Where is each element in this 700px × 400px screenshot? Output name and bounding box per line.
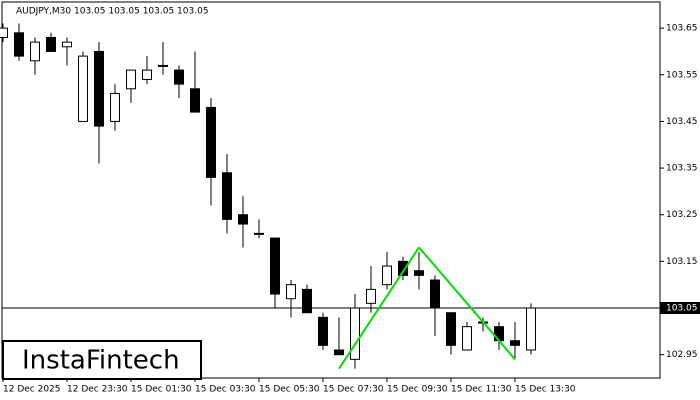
y-tick-label: 103.35 [666, 164, 698, 174]
candle-body [302, 288, 312, 314]
candle-body [350, 307, 360, 360]
candle-body [254, 232, 264, 235]
candle-body [238, 214, 248, 225]
candle-body [126, 69, 136, 90]
candle-body [62, 41, 72, 48]
y-tick-label: 102.95 [666, 350, 698, 360]
candle-body [94, 50, 104, 127]
chart-title: AUDJPY,M30 103.05 103.05 103.05 103.05 [16, 7, 209, 17]
candle-body [78, 55, 88, 122]
candle-body [158, 64, 168, 67]
pattern-line [418, 246, 516, 360]
candle-body [270, 237, 280, 295]
current-price-box [660, 302, 700, 315]
candle-body [190, 88, 200, 113]
candle-body [0, 27, 8, 38]
x-tick-label: 15 Dec 11:30 [451, 385, 512, 395]
candle-body [286, 284, 296, 300]
x-tick-label: 15 Dec 09:30 [387, 385, 448, 395]
candle-body [110, 92, 120, 122]
candle-body [398, 260, 408, 276]
x-tick-label: 12 Dec 23:30 [67, 385, 128, 395]
watermark: InstaFintech [22, 346, 180, 376]
candle-body [430, 279, 440, 309]
plot-frame [1, 1, 661, 379]
watermark-box [2, 340, 202, 380]
candle-body [414, 270, 424, 276]
candle-body [334, 349, 344, 356]
candle-body [142, 69, 152, 80]
x-tick-label: 15 Dec 01:30 [131, 385, 192, 395]
x-tick-label: 15 Dec 05:30 [259, 385, 320, 395]
candle-body [510, 340, 520, 346]
candle-body [462, 326, 472, 351]
y-tick-label: 103.45 [666, 117, 698, 127]
candle-body [14, 32, 24, 57]
y-tick-label: 103.25 [666, 210, 698, 220]
y-tick-label: 103.15 [666, 257, 698, 267]
candle-body [494, 326, 504, 342]
candle-body [174, 69, 184, 85]
x-tick-label: 15 Dec 07:30 [323, 385, 384, 395]
y-tick-label: 103.55 [666, 70, 698, 80]
pattern-line [338, 246, 420, 370]
candle-body [382, 265, 392, 286]
candle-body [366, 288, 376, 304]
candle-body [206, 106, 216, 178]
candle-body [318, 316, 328, 346]
candle-body [30, 41, 40, 62]
candle-body [46, 36, 56, 52]
candle-body [222, 172, 232, 220]
x-tick-label: 15 Dec 03:30 [195, 385, 256, 395]
current-price-label: 103.05 [666, 304, 698, 314]
y-tick-label: 103.65 [666, 24, 698, 34]
marks [0, 23, 660, 370]
x-tick-label: 15 Dec 13:30 [515, 385, 576, 395]
candle-body [446, 312, 456, 346]
x-tick-label: 12 Dec 2025 [3, 385, 61, 395]
candle-body [526, 307, 536, 351]
